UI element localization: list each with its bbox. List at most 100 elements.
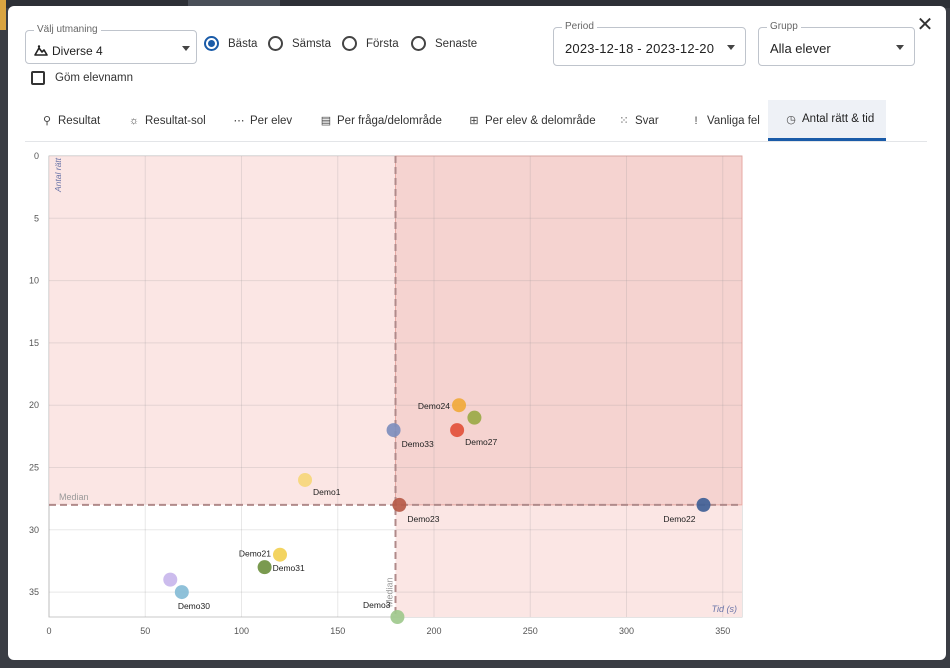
binoculars-icon: ⚲ (42, 115, 52, 127)
radio-button-basta[interactable] (204, 36, 219, 51)
point-label: Demo1 (313, 487, 341, 497)
group-select-value: Alla elever (770, 41, 831, 56)
background-tab (188, 0, 280, 8)
radio-button-samsta[interactable] (268, 36, 283, 51)
median-x-label: Median (385, 577, 395, 607)
data-point (452, 398, 467, 413)
point-label: Demo31 (273, 563, 305, 573)
radio-forsta[interactable]: Första (342, 36, 399, 51)
x-tick-label: 200 (426, 626, 441, 636)
radio-label-samsta: Sämsta (292, 37, 331, 50)
x-tick-label: 150 (330, 626, 345, 636)
challenge-select-value: Diverse 4 (52, 44, 103, 58)
group-select-label: Grupp (767, 21, 801, 32)
quadrant-bottom-right (395, 504, 742, 617)
x-tick-label: 300 (619, 626, 634, 636)
tab-per-elev-delomrade[interactable]: ⊞ Per elev & delområde (468, 100, 596, 141)
challenge-select[interactable]: Välj utmaning Diverse 4 (25, 24, 197, 64)
hide-names-label: Göm elevnamn (55, 72, 133, 84)
dots-grid-icon: ⁙ (619, 115, 629, 127)
radio-samsta[interactable]: Sämsta (268, 36, 331, 51)
y-tick-label: 25 (29, 462, 39, 472)
radio-button-forsta[interactable] (342, 36, 357, 51)
tab-label: Per fråga/delområde (337, 114, 442, 127)
point-label: Demo24 (418, 401, 450, 411)
period-select-label: Period (562, 21, 597, 32)
point-label: Demo27 (465, 437, 497, 447)
clock-icon: ◷ (786, 113, 796, 126)
tab-resultat-sol[interactable]: ☼ Resultat-sol (128, 100, 206, 141)
x-axis-title: Tid (s) (712, 604, 737, 614)
y-tick-label: 30 (29, 525, 39, 535)
scatter-chart-container: 0 50 100 150 200 250 300 350 0 5 10 15 20 25 30 35 Media… (25, 146, 745, 646)
radio-senaste[interactable]: Senaste (411, 36, 477, 51)
tab-label: Antal rätt & tid (802, 113, 875, 125)
group-select[interactable]: Grupp Alla elever (758, 21, 915, 66)
point-label: Demo30 (178, 601, 210, 611)
period-select-value: 2023-12-18 - 2023-12-20 (565, 41, 715, 56)
y-tick-label: 20 (29, 400, 39, 410)
tab-label: Per elev (250, 114, 293, 127)
chevron-down-icon (182, 46, 190, 51)
data-point (298, 472, 313, 487)
tab-label: Resultat (58, 114, 101, 127)
tab-svar[interactable]: ⁙ Svar (618, 100, 659, 141)
tab-label: Resultat-sol (145, 114, 206, 127)
x-tick-label: 100 (234, 626, 249, 636)
radio-label-basta: Bästa (228, 37, 258, 50)
tab-per-fraga-delomrade[interactable]: ▤ Per fråga/delområde (320, 100, 442, 141)
x-tick-label: 50 (140, 626, 150, 636)
grid-icon: ⊞ (469, 115, 479, 127)
point-label: Demo22 (663, 514, 695, 524)
tab-label: Vanliga fel (707, 114, 760, 127)
challenge-select-value-wrap: Diverse 4 (34, 44, 103, 58)
tab-antal-ratt-tid[interactable]: ◷ Antal rätt & tid (768, 100, 886, 141)
data-point (386, 423, 401, 438)
point-label: Demo33 (402, 439, 434, 449)
y-tick-label: 10 (29, 276, 39, 286)
chevron-down-icon (727, 45, 735, 50)
tab-per-elev[interactable]: ⋯ Per elev (233, 100, 293, 141)
challenge-select-label: Välj utmaning (34, 24, 101, 35)
data-point (390, 610, 405, 624)
radio-label-forsta: Första (366, 37, 399, 50)
close-icon[interactable]: ✕ (916, 14, 934, 36)
data-point (257, 560, 272, 575)
mountain-icon (34, 45, 48, 56)
radio-label-senaste: Senaste (435, 37, 478, 50)
point-label: Demo21 (239, 549, 271, 559)
radio-basta[interactable]: Bästa (204, 36, 257, 51)
y-tick-label: 0 (34, 151, 39, 161)
background-accent (0, 0, 6, 30)
point-label: Demo3 (363, 600, 391, 610)
tab-label: Svar (635, 114, 659, 127)
point-label: Demo23 (407, 514, 439, 524)
data-point (392, 497, 407, 512)
data-point (450, 423, 465, 438)
view-tabs: ⚲ Resultat ☼ Resultat-sol ⋯ Per elev ▤ P… (25, 100, 927, 142)
hide-names-checkbox[interactable] (31, 71, 45, 85)
x-tick-label: 350 (715, 626, 730, 636)
data-point (174, 585, 189, 600)
period-select[interactable]: Period 2023-12-18 - 2023-12-20 (553, 21, 746, 66)
quadrant-top-left (49, 156, 396, 505)
radio-button-senaste[interactable] (411, 36, 426, 51)
quadrant-top-right (395, 156, 742, 505)
data-point (273, 547, 287, 562)
chevron-down-icon (896, 45, 904, 50)
data-point (696, 497, 711, 512)
tab-vanliga-fel[interactable]: ! Vanliga fel (690, 100, 760, 141)
results-dialog: ✕ Välj utmaning Diverse 4 Bästa Sämsta F… (8, 6, 946, 660)
students-icon: ⋯ (233, 115, 245, 127)
exclamation-icon: ! (694, 114, 698, 127)
data-point (467, 410, 482, 425)
background-app-strip (0, 0, 950, 30)
tab-resultat[interactable]: ⚲ Resultat (41, 100, 100, 141)
sun-icon: ☼ (128, 114, 140, 127)
data-point (163, 572, 178, 587)
scatter-chart: 0 50 100 150 200 250 300 350 0 5 10 15 20 25 30 35 Media… (29, 151, 743, 636)
tab-label: Per elev & delområde (485, 114, 596, 127)
hide-names-row: Göm elevnamn (31, 71, 133, 85)
y-axis-title: Antal rätt (53, 157, 63, 193)
y-tick-label: 35 (29, 587, 39, 597)
